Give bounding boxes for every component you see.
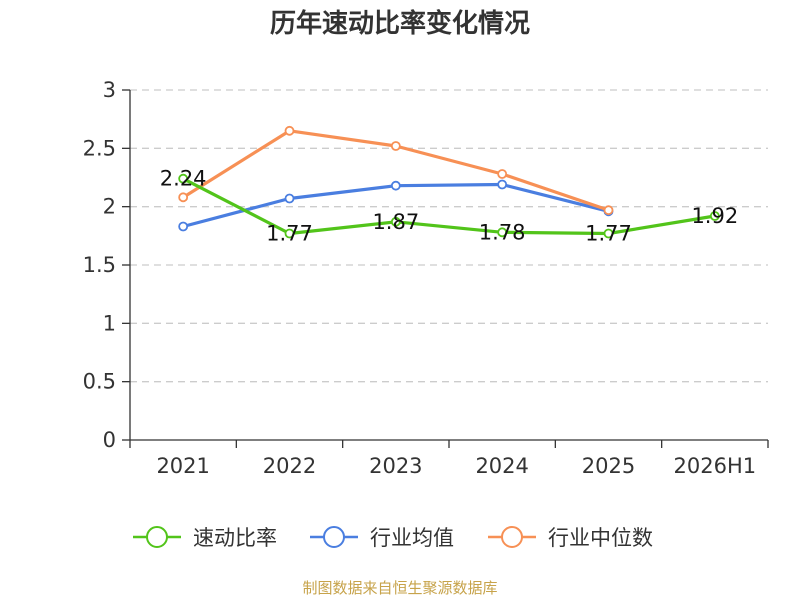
data-label: 1.77	[266, 222, 313, 246]
y-tick-label: 2	[103, 195, 116, 219]
x-tick-label: 2024	[475, 454, 528, 478]
data-point[interactable]	[603, 205, 614, 216]
data-point[interactable]	[497, 169, 508, 179]
x-tick-label: 2022	[263, 454, 316, 478]
y-tick-label: 1.5	[83, 253, 116, 277]
data-point[interactable]	[178, 192, 189, 203]
data-labels: 2.24 1.77 1.87 1.78 1.77 1.92	[160, 167, 738, 246]
legend-item-1[interactable]: 行业均值	[310, 526, 454, 550]
data-point[interactable]	[390, 141, 401, 151]
data-label: 1.77	[585, 222, 632, 246]
legend-marker	[323, 526, 345, 548]
legend-item-2[interactable]: 行业中位数	[488, 526, 653, 550]
data-point[interactable]	[178, 221, 189, 232]
legend-label: 行业中位数	[548, 526, 653, 550]
data-point[interactable]	[390, 216, 401, 227]
legend[interactable]: 速动比率 行业均值 行业中位数	[133, 526, 653, 550]
data-point[interactable]	[284, 228, 295, 239]
chart-title: 历年速动比率变化情况	[270, 8, 530, 39]
legend-marker	[146, 526, 168, 548]
series-group	[178, 125, 720, 239]
legend-item-0[interactable]: 速动比率	[133, 526, 277, 550]
legend-label: 速动比率	[193, 526, 277, 550]
y-tick-label: 2.5	[83, 136, 116, 160]
data-point[interactable]	[178, 173, 189, 184]
y-tick-label: 0.5	[83, 370, 116, 394]
data-label: 2.24	[160, 167, 207, 191]
source-note: 制图数据来自恒生聚源数据库	[302, 579, 497, 597]
x-tick-label: 2026H1	[674, 454, 757, 478]
y-tick-label: 0	[103, 428, 116, 452]
data-point[interactable]	[603, 228, 614, 239]
x-tick-label: 2025	[582, 454, 635, 478]
data-point[interactable]	[709, 211, 720, 221]
data-point[interactable]	[390, 180, 401, 191]
legend-marker	[501, 526, 523, 548]
series-line-0	[182, 177, 716, 236]
grid-lines	[130, 89, 768, 383]
axes: 0 0.5 1 1.5 2 2.5 3 2021 2022 2023 2024 2025 2026H1	[83, 78, 769, 478]
x-tick-label: 2021	[156, 454, 209, 478]
y-tick-label: 3	[103, 78, 116, 102]
data-point[interactable]	[497, 179, 508, 190]
x-tick-label: 2023	[369, 454, 422, 478]
data-label: 1.78	[479, 220, 526, 244]
data-point[interactable]	[284, 125, 295, 136]
data-point[interactable]	[284, 193, 295, 204]
legend-label: 行业均值	[370, 526, 454, 550]
data-label: 1.87	[372, 210, 419, 234]
data-label: 1.92	[691, 204, 738, 228]
y-tick-label: 1	[103, 311, 116, 335]
data-point[interactable]	[497, 227, 508, 238]
